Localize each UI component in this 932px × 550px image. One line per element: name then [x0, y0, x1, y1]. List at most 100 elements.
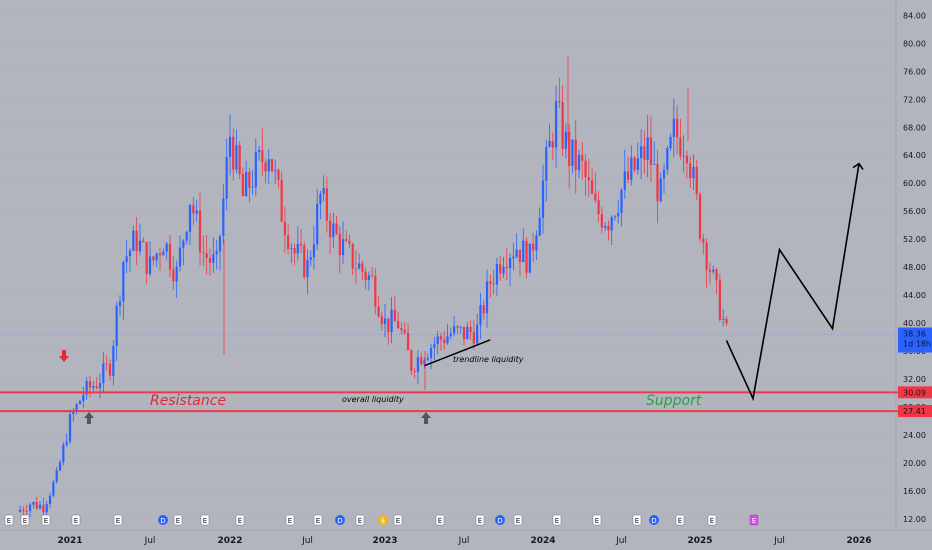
gray-up-arrow-2021	[84, 412, 94, 424]
x-tick-label: Jul	[301, 536, 313, 546]
candle-body	[345, 239, 348, 241]
y-tick-label: 60.00	[903, 179, 926, 188]
event-marker[interactable]	[20, 514, 30, 526]
event-marker[interactable]	[285, 514, 295, 526]
event-marker[interactable]	[355, 514, 365, 526]
candle-body	[329, 220, 332, 238]
event-marker[interactable]	[632, 514, 642, 526]
candle-body	[348, 240, 351, 244]
event-marker[interactable]	[335, 515, 345, 525]
candle-body	[112, 345, 115, 376]
candle-body	[669, 136, 672, 149]
candle-body	[261, 150, 264, 163]
candle-body	[400, 328, 403, 331]
candle-body	[38, 504, 42, 509]
candle-body	[380, 316, 383, 325]
event-marker[interactable]	[675, 514, 685, 526]
candle-body	[135, 230, 138, 252]
event-marker[interactable]	[313, 514, 323, 526]
candle-body	[361, 263, 364, 272]
candle-body	[332, 223, 335, 238]
event-marker[interactable]	[158, 515, 168, 525]
candle-body	[92, 386, 95, 388]
candle-body	[406, 332, 410, 351]
red-down-arrow	[59, 350, 69, 362]
candle-body	[287, 235, 290, 249]
x-axis: 2021 Jul 2022 Jul 2023 Jul 2024 Jul 2025 Jul 2026	[57, 536, 871, 546]
event-marker[interactable]	[41, 514, 51, 526]
candle-body	[577, 154, 581, 171]
y-tick-label: 24.00	[903, 431, 926, 440]
candle-body	[545, 146, 548, 181]
grid	[0, 15, 896, 520]
event-marker[interactable]	[649, 515, 659, 525]
candle-body	[682, 155, 685, 157]
event-marker[interactable]	[113, 514, 123, 526]
candle-body	[192, 204, 195, 214]
candle-body	[335, 223, 338, 234]
event-marker[interactable]	[4, 514, 14, 526]
candle-body	[718, 280, 721, 320]
candle-body	[659, 178, 662, 202]
event-marker-label: $	[381, 517, 385, 525]
event-marker[interactable]	[393, 514, 403, 526]
candle-body	[65, 441, 68, 445]
projection-path	[725, 163, 860, 402]
current-price-value: 38.36	[903, 330, 926, 339]
candle-body	[692, 167, 695, 179]
candle-body	[351, 243, 354, 269]
candle-body	[338, 233, 341, 256]
event-marker[interactable]	[173, 514, 183, 526]
candle-body	[172, 269, 175, 282]
projection-arrowhead	[852, 162, 864, 171]
candle-body	[656, 164, 659, 202]
event-marker-label: E	[116, 517, 120, 525]
candle-body	[182, 240, 185, 248]
candle-body	[485, 281, 489, 314]
event-marker-label: D	[337, 517, 342, 525]
candle-body	[185, 231, 188, 241]
candle-body	[95, 386, 98, 389]
current-price-label: 38.36 1d 18h	[898, 327, 932, 353]
candle-body	[283, 221, 286, 236]
event-marker[interactable]	[495, 515, 505, 525]
candle-body	[254, 152, 257, 188]
event-marker[interactable]	[378, 515, 388, 525]
event-marker[interactable]	[592, 514, 602, 526]
candle-body	[561, 102, 564, 149]
event-marker-label: E	[555, 517, 559, 525]
event-marker[interactable]	[71, 514, 81, 526]
event-marker[interactable]	[435, 514, 445, 526]
event-marker[interactable]	[552, 514, 562, 526]
candle-body	[108, 363, 112, 376]
candle-body	[532, 243, 535, 251]
support-price-label: 27.41	[898, 405, 932, 418]
candle-body	[512, 256, 515, 259]
candle-body	[436, 336, 439, 345]
candle-body	[489, 281, 492, 284]
candle-body	[403, 330, 406, 333]
x-tick-label: Jul	[615, 536, 627, 546]
candle-body	[152, 256, 155, 261]
event-marker[interactable]	[475, 514, 485, 526]
candle-body	[456, 326, 459, 328]
event-marker[interactable]	[749, 514, 759, 526]
candle-body	[325, 188, 328, 221]
candle-body	[267, 159, 270, 172]
candle-body	[636, 158, 639, 170]
event-marker[interactable]	[513, 514, 523, 526]
y-tick-label: 20.00	[903, 459, 926, 468]
candle-body	[55, 470, 58, 482]
candle-body	[148, 256, 152, 274]
candle-body	[574, 139, 577, 171]
candle-body	[222, 198, 225, 237]
candle-body	[75, 404, 78, 413]
event-marker[interactable]	[235, 514, 245, 526]
x-tick-label: 2022	[217, 536, 242, 546]
event-marker[interactable]	[707, 514, 717, 526]
event-marker[interactable]	[200, 514, 210, 526]
candle-body	[495, 264, 499, 285]
candle-body	[299, 243, 303, 246]
candle-body	[296, 243, 299, 254]
